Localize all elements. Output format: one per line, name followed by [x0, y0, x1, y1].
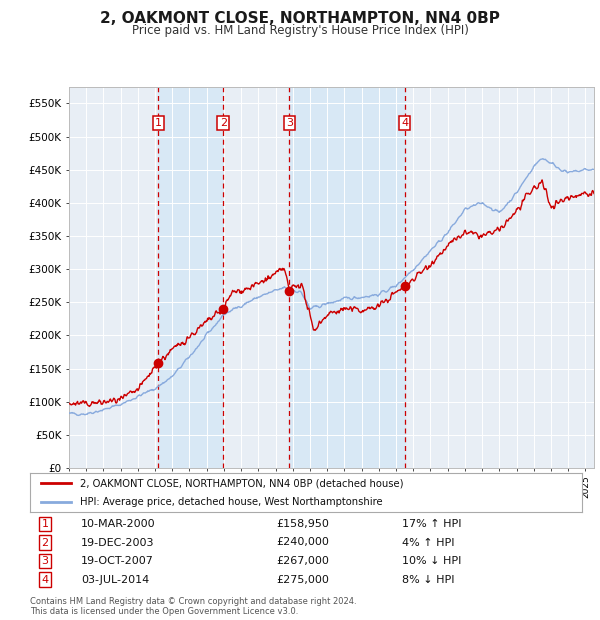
Text: 03-JUL-2014: 03-JUL-2014 — [81, 575, 149, 585]
Text: HPI: Average price, detached house, West Northamptonshire: HPI: Average price, detached house, West… — [80, 497, 382, 507]
Text: Price paid vs. HM Land Registry's House Price Index (HPI): Price paid vs. HM Land Registry's House … — [131, 24, 469, 37]
Text: £275,000: £275,000 — [276, 575, 329, 585]
Text: £240,000: £240,000 — [276, 538, 329, 547]
Text: 2: 2 — [220, 118, 227, 128]
Text: Contains HM Land Registry data © Crown copyright and database right 2024.
This d: Contains HM Land Registry data © Crown c… — [30, 597, 356, 616]
Bar — [289, 87, 404, 468]
Text: 4: 4 — [401, 118, 408, 128]
Text: £158,950: £158,950 — [276, 519, 329, 529]
Text: 2, OAKMONT CLOSE, NORTHAMPTON, NN4 0BP (detached house): 2, OAKMONT CLOSE, NORTHAMPTON, NN4 0BP (… — [80, 479, 403, 489]
Text: 1: 1 — [155, 118, 162, 128]
Text: 4: 4 — [41, 575, 49, 585]
Text: 17% ↑ HPI: 17% ↑ HPI — [402, 519, 461, 529]
Text: 8% ↓ HPI: 8% ↓ HPI — [402, 575, 455, 585]
Text: 3: 3 — [41, 556, 49, 566]
Text: 19-DEC-2003: 19-DEC-2003 — [81, 538, 155, 547]
Text: 10% ↓ HPI: 10% ↓ HPI — [402, 556, 461, 566]
Text: 1: 1 — [41, 519, 49, 529]
Text: 19-OCT-2007: 19-OCT-2007 — [81, 556, 154, 566]
Text: 2: 2 — [41, 538, 49, 547]
Text: 2, OAKMONT CLOSE, NORTHAMPTON, NN4 0BP: 2, OAKMONT CLOSE, NORTHAMPTON, NN4 0BP — [100, 11, 500, 26]
Bar — [158, 87, 223, 468]
Text: 3: 3 — [286, 118, 293, 128]
Text: 10-MAR-2000: 10-MAR-2000 — [81, 519, 155, 529]
Text: £267,000: £267,000 — [276, 556, 329, 566]
Text: 4% ↑ HPI: 4% ↑ HPI — [402, 538, 455, 547]
